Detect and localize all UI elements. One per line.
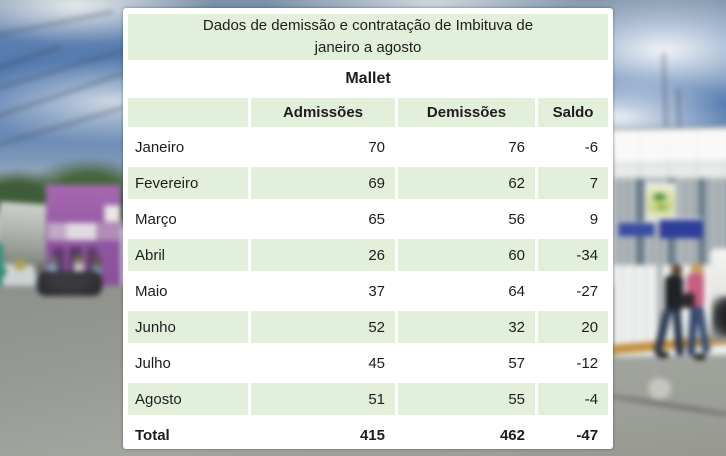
- green-street-sign: [645, 182, 677, 222]
- small-white-sign: [104, 205, 120, 222]
- table-row: Abril 26 60 -34: [128, 239, 609, 271]
- saldo-cell: 20: [538, 311, 609, 343]
- month-cell: Janeiro: [135, 138, 185, 156]
- header-empty-cell: [128, 98, 248, 127]
- storefront-door: [86, 247, 98, 285]
- admissoes-cell: 65: [368, 210, 385, 228]
- table-subtitle: Mallet: [345, 70, 391, 87]
- pedestrian-bag: [683, 292, 695, 309]
- saldo-cell: -4: [538, 383, 609, 415]
- total-row: Total 415 462 -47: [128, 419, 608, 451]
- table-row: Fevereiro 69 62 7: [128, 167, 609, 199]
- pedestrian: [73, 252, 84, 286]
- table-row: Maio 37 64 -27: [128, 275, 608, 307]
- blue-street-sign: [618, 221, 655, 237]
- parked-car: [36, 271, 103, 296]
- header-admissoes: Admissões: [251, 98, 395, 127]
- pedestrian-shoe: [656, 351, 669, 358]
- facade-seam: [613, 164, 726, 167]
- month-cell: Junho: [128, 311, 248, 343]
- total-demissoes-cell: 462: [499, 426, 525, 444]
- demissoes-cell: 57: [508, 354, 525, 372]
- header-demissoes: Demissões: [398, 98, 535, 127]
- demissoes-cell: 60: [398, 239, 535, 271]
- data-table-panel: Dados de demissão e contratação de Imbit…: [123, 8, 613, 449]
- demissoes-cell: 55: [398, 383, 535, 415]
- saldo-cell: 7: [538, 167, 609, 199]
- saldo-cell: -12: [576, 354, 599, 372]
- admissoes-cell: 69: [251, 167, 395, 199]
- total-label-cell: Total: [135, 426, 170, 444]
- saldo-cell: 9: [589, 210, 599, 228]
- month-cell: Fevereiro: [128, 167, 248, 199]
- table-row: Agosto 51 55 -4: [128, 383, 609, 415]
- saldo-cell: -6: [584, 138, 599, 156]
- admissoes-cell: 52: [251, 311, 395, 343]
- month-cell: Março: [135, 210, 177, 228]
- table-title: Dados de demissão e contratação de Imbit…: [128, 14, 609, 60]
- admissoes-cell: 37: [368, 282, 385, 300]
- admissoes-cell: 51: [251, 383, 395, 415]
- demissoes-cell: 64: [508, 282, 525, 300]
- table-row: Junho 52 32 20: [128, 311, 609, 343]
- month-cell: Maio: [135, 282, 168, 300]
- total-admissoes-cell: 415: [359, 426, 385, 444]
- storefront-sign-band: [47, 222, 121, 241]
- month-cell: Julho: [135, 354, 171, 372]
- admissoes-cell: 45: [368, 354, 385, 372]
- hiring-dismissal-table: Dados de demissão e contratação de Imbit…: [125, 10, 611, 455]
- table-row: Março 65 56 9: [128, 203, 608, 235]
- demissoes-cell: 32: [398, 311, 535, 343]
- table-row: Julho 45 57 -12: [128, 347, 608, 379]
- sign-pole: [657, 195, 662, 399]
- admissoes-cell: 70: [368, 138, 385, 156]
- vehicle-wheel: [712, 295, 726, 338]
- total-saldo-cell: -47: [576, 426, 599, 444]
- pedestrian: [47, 256, 58, 286]
- pedestrian-dark-jacket: [664, 275, 684, 312]
- table-row: Janeiro 70 76 -6: [128, 131, 608, 163]
- admissoes-cell: 26: [251, 239, 395, 271]
- teal-kiosk: [0, 242, 3, 307]
- pole-concrete-base: [648, 378, 671, 399]
- storefront-door: [52, 247, 65, 287]
- demissoes-cell: 62: [398, 167, 535, 199]
- month-cell: Abril: [128, 239, 248, 271]
- blue-street-sign: [659, 217, 703, 239]
- saldo-cell: -27: [576, 282, 599, 300]
- saldo-cell: -34: [538, 239, 609, 271]
- header-saldo: Saldo: [538, 98, 609, 127]
- month-cell: Agosto: [128, 383, 248, 415]
- pedestrian-dark-jacket: [670, 264, 683, 278]
- demissoes-cell: 76: [508, 138, 525, 156]
- pedestrian-pink-top: [690, 261, 702, 276]
- demissoes-cell: 56: [508, 210, 525, 228]
- pedestrian-shoe: [693, 353, 706, 360]
